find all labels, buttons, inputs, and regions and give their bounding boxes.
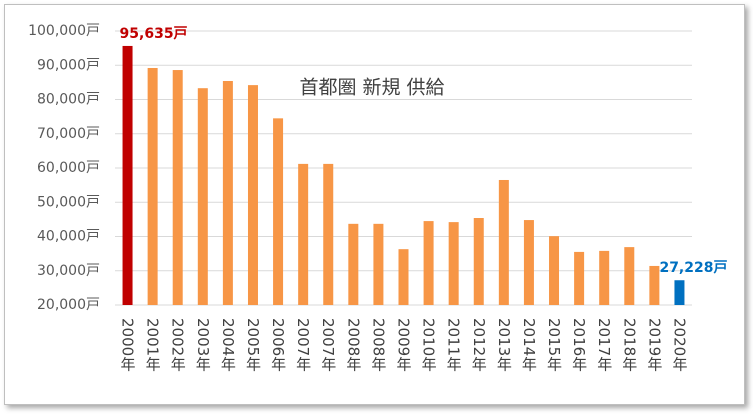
x-tick-label: 2008年	[369, 318, 387, 371]
bar	[197, 88, 208, 305]
x-tick-label: 2017年	[595, 318, 613, 371]
x-tick-label: 2004年	[219, 318, 237, 371]
bar	[398, 249, 409, 305]
bar	[574, 251, 585, 305]
y-tick-label: 70,000戸	[37, 126, 100, 142]
y-tick-label: 40,000戸	[37, 229, 100, 245]
x-tick-label: 2018年	[620, 318, 638, 371]
x-tick-label: 2015年	[545, 318, 563, 371]
value-label: 95,635戸	[120, 26, 188, 42]
bar	[624, 247, 635, 305]
bar	[348, 223, 359, 305]
x-tick-label: 2013年	[495, 318, 513, 371]
y-tick-label: 100,000戸	[28, 23, 100, 39]
x-tick-label: 2019年	[645, 318, 663, 371]
bar	[147, 67, 158, 306]
x-tick-label: 2007年	[319, 318, 337, 371]
bar	[498, 179, 509, 305]
x-tick-label: 2000年	[119, 318, 137, 371]
y-tick-label: 50,000戸	[37, 194, 100, 210]
bar	[599, 250, 610, 305]
x-tick-label: 2006年	[269, 318, 287, 371]
y-tick-label: 90,000戸	[37, 57, 100, 73]
bar	[649, 265, 660, 305]
bar	[172, 70, 183, 305]
bar	[323, 163, 334, 305]
x-tick-label: 2016年	[570, 318, 588, 371]
bar	[423, 221, 434, 305]
x-tick-label: 2009年	[395, 318, 413, 371]
bar	[523, 220, 534, 305]
x-tick-label: 2014年	[520, 318, 538, 371]
chart-title: 首都圏 新規 供給	[299, 77, 444, 99]
x-tick-label: 2007年	[294, 318, 312, 371]
bar	[273, 118, 284, 306]
y-tick-label: 60,000戸	[37, 160, 100, 176]
bar	[298, 163, 309, 305]
bar	[222, 81, 233, 305]
bar	[122, 45, 133, 305]
y-tick-label: 30,000戸	[37, 263, 100, 279]
value-label: 27,228戸	[659, 260, 727, 276]
x-tick-label: 2002年	[169, 318, 187, 371]
x-tick-label: 2012年	[470, 318, 488, 371]
x-tick-label: 2001年	[144, 318, 162, 371]
y-tick-label: 80,000戸	[37, 92, 100, 108]
y-tick-label: 20,000戸	[37, 297, 100, 313]
bar	[473, 218, 484, 305]
x-tick-label: 2011年	[445, 318, 463, 371]
bar	[448, 222, 459, 305]
x-tick-label: 2005年	[244, 318, 262, 371]
x-tick-label: 2003年	[194, 318, 212, 371]
x-tick-label: 2020年	[670, 318, 688, 371]
bar	[373, 223, 384, 305]
bar	[247, 85, 258, 306]
x-tick-label: 2010年	[420, 318, 438, 371]
bar	[674, 280, 685, 305]
x-tick-label: 2008年	[344, 318, 362, 371]
bar	[549, 236, 560, 305]
